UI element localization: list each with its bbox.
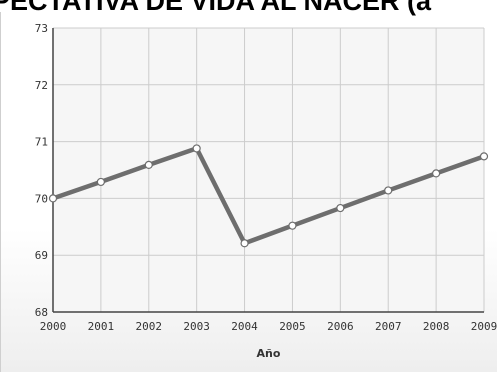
data-point[interactable] [144,160,153,169]
x-tick-label: 2004 [231,320,258,333]
data-point[interactable] [192,144,201,153]
data-point[interactable] [384,186,393,195]
x-tick-label: 2000 [40,320,67,333]
data-point[interactable] [96,177,105,187]
x-tick-label: 2008 [423,320,450,333]
data-point[interactable] [240,239,249,248]
y-tick-label: 72 [35,79,48,92]
x-tick-label: 2007 [375,320,402,333]
y-tick-label: 73 [35,22,48,35]
x-tick-label: 2005 [279,320,306,333]
data-point[interactable] [432,169,441,178]
x-tick-label: 2003 [183,320,210,333]
y-tick-label: 71 [35,136,48,149]
data-point[interactable] [48,194,58,203]
x-axis-title: Año [257,347,281,360]
y-tick-label: 69 [35,249,48,262]
data-point[interactable] [288,221,297,230]
x-tick-label: 2009 [471,320,497,333]
plot-area [53,28,484,312]
y-tick-label: 70 [35,192,48,205]
x-tick-label: 2002 [136,320,163,333]
chart-title: PECTATIVA DE VIDA AL NACER (a [0,0,432,16]
data-point[interactable] [336,203,345,213]
x-tick-label: 2006 [327,320,354,333]
series-line [50,146,487,246]
x-tick-label: 2001 [88,320,115,333]
y-tick-label: 68 [35,306,48,319]
data-point[interactable] [479,152,489,161]
